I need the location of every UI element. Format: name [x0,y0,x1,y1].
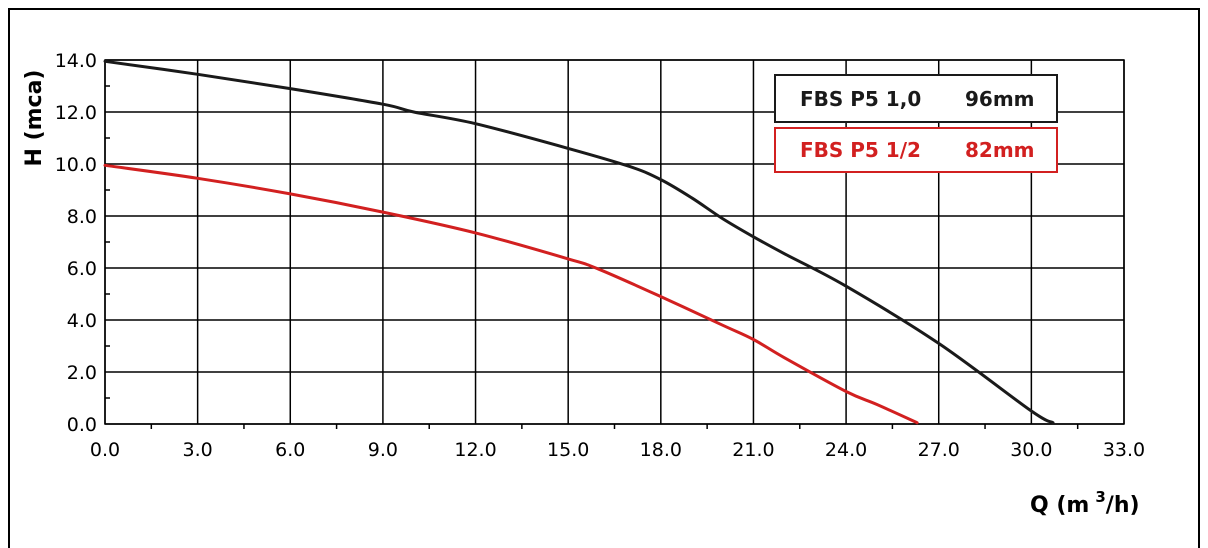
x-axis-title-superscript: 3 [1095,488,1105,506]
x-tick-label: 18.0 [640,439,682,461]
x-tick-label: 27.0 [918,439,960,461]
legend: FBS P5 1,0 96mm FBS P5 1/2 82mm [774,74,1058,173]
x-tick-label: 0.0 [90,439,120,461]
legend-entry-series-1: FBS P5 1,0 96mm [774,74,1058,123]
y-tick-label: 12.0 [55,102,97,124]
series-line-1 [103,59,1055,425]
x-tick-label: 9.0 [368,439,398,461]
pump-curve-chart: 0.0 3.0 6.0 9.0 12.0 15.0 18.0 21.0 24.0 27.0 30.0… [22,50,1145,518]
chart-frame [8,8,1200,548]
y-tick-label: 10.0 [55,154,97,176]
plot-area [104,59,1125,425]
legend-series-1-name: FBS P5 1,0 [800,87,921,111]
y-tick-label: 14.0 [55,50,97,72]
x-tick-label: 6.0 [275,439,305,461]
minor-ticks [105,85,1079,429]
legend-entry-series-2: FBS P5 1/2 82mm [774,127,1058,173]
y-axis-title: H (mca) [22,70,47,167]
legend-series-1-size: 96mm [965,87,1035,111]
legend-series-2-size: 82mm [965,138,1035,162]
x-tick-labels: 0.0 3.0 6.0 9.0 12.0 15.0 18.0 21.0 24.0 27.0 30.0… [90,439,1145,461]
x-tick-label: 30.0 [1010,439,1052,461]
y-tick-labels: 0.0 2.0 4.0 6.0 8.0 10.0 12.0 14.0 [55,50,97,436]
x-tick-label: 33.0 [1103,439,1145,461]
x-axis-title-main: Q (m [1030,493,1089,518]
x-axis-title-tail: /h) [1106,493,1140,518]
y-tick-label: 8.0 [67,206,97,228]
x-axis-title: Q (m 3/h) [1030,488,1140,518]
y-tick-label: 0.0 [67,414,97,436]
y-tick-label: 4.0 [67,310,97,332]
series-lines [103,59,1055,425]
y-tick-label: 6.0 [67,258,97,280]
y-tick-label: 2.0 [67,362,97,384]
x-tick-label: 3.0 [183,439,213,461]
x-tick-label: 15.0 [547,439,589,461]
x-tick-label: 21.0 [732,439,774,461]
x-tick-label: 24.0 [825,439,867,461]
series-line-2 [103,163,919,425]
x-tick-label: 12.0 [454,439,496,461]
legend-series-2-name: FBS P5 1/2 [800,138,921,162]
